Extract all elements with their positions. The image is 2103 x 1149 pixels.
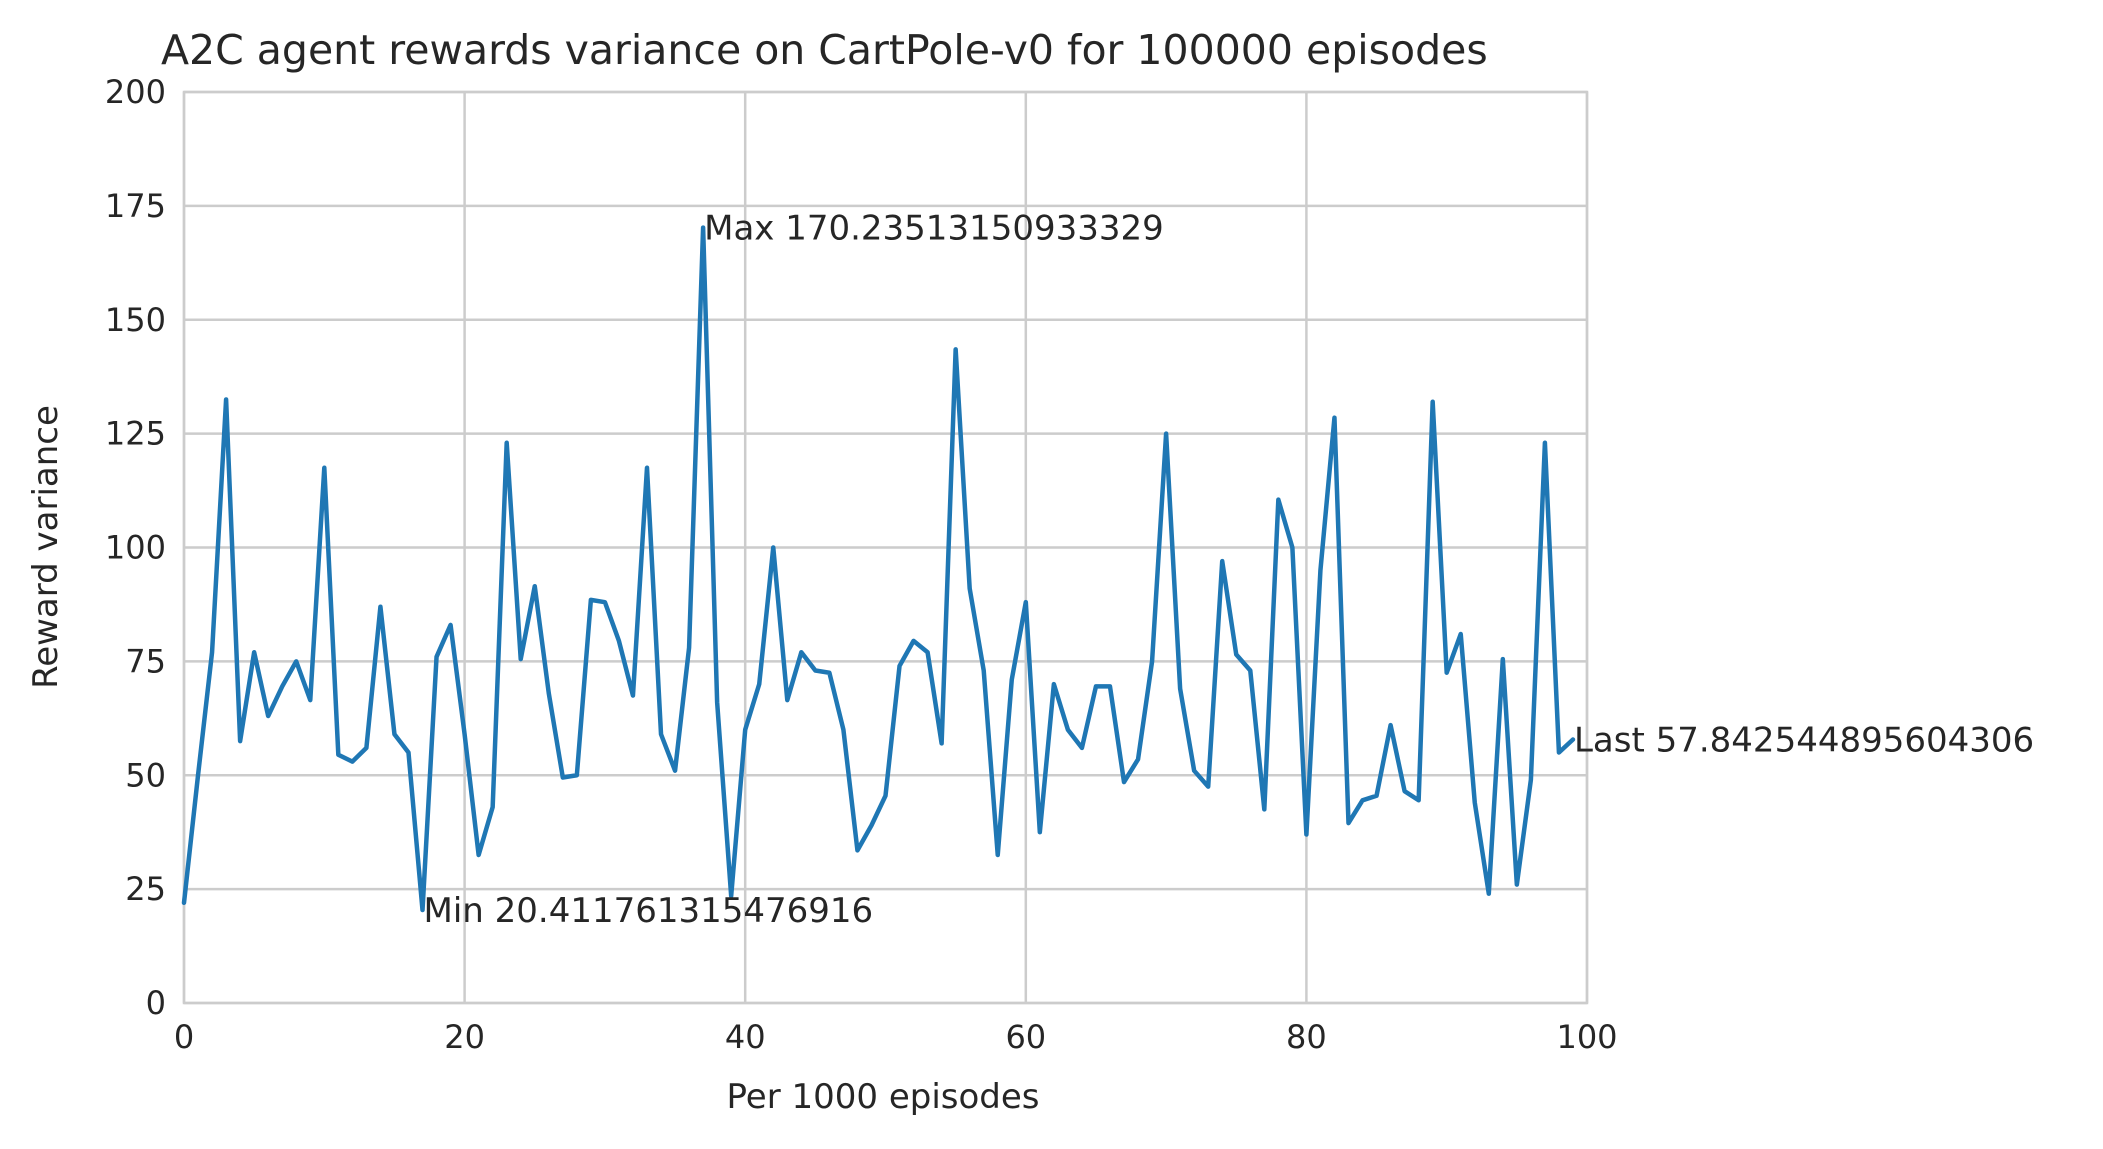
- annotations: Max 170.23513150933329 Min 20.41176131547…: [424, 209, 2035, 931]
- grid-lines: [182, 90, 1589, 1005]
- y-tick-label: 25: [125, 870, 166, 908]
- x-tick-label: 40: [725, 1018, 766, 1056]
- annotation-label: Max 170.23513150933329: [704, 209, 1164, 249]
- axes-frame: [182, 90, 1589, 1005]
- x-tick-label: 100: [1556, 1018, 1617, 1056]
- annotation-label: Last 57.842544895604306: [1574, 721, 2034, 761]
- y-tick-label: 0: [146, 984, 166, 1022]
- x-tick-label: 0: [174, 1018, 194, 1056]
- x-tick-label: 80: [1286, 1018, 1327, 1056]
- y-axis-label: Reward variance: [26, 405, 66, 689]
- plot-frame: [182, 90, 1589, 1005]
- x-axis-label: Per 1000 episodes: [726, 1077, 1039, 1117]
- x-tick-label: 60: [1005, 1018, 1046, 1056]
- variance-line: [181, 225, 1576, 913]
- y-tick-label: 50: [125, 756, 166, 794]
- y-tick-label: 200: [105, 73, 166, 111]
- y-tick-label: 75: [125, 642, 166, 680]
- y-tick-label: 125: [105, 415, 166, 453]
- series-layer: [181, 225, 1576, 913]
- y-tick-label: 175: [105, 187, 166, 225]
- y-tick-label: 100: [105, 529, 166, 567]
- y-tick-label: 150: [105, 301, 166, 339]
- x-tick-label: 20: [444, 1018, 485, 1056]
- annotation-label: Min 20.411761315476916: [424, 891, 874, 931]
- chart-title: A2C agent rewards variance on CartPole-v…: [161, 26, 1488, 74]
- tick-labels: 0 20 40 60 80 100 0 25 50 75 100 125 150 175 200: [105, 73, 1618, 1056]
